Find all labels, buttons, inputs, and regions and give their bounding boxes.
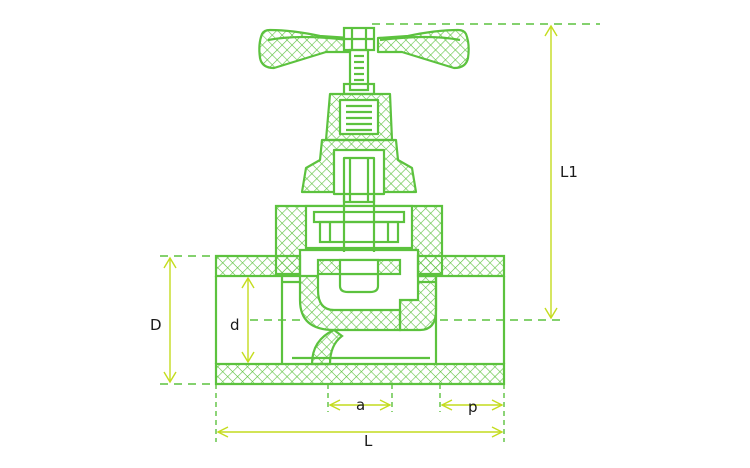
handle-wheel bbox=[258, 28, 470, 70]
valve-disc bbox=[316, 258, 402, 294]
body-flange bbox=[274, 196, 444, 276]
valve-body bbox=[214, 254, 506, 386]
label-L: L bbox=[364, 432, 373, 450]
label-L1: L1 bbox=[560, 163, 578, 181]
label-a: a bbox=[356, 396, 365, 414]
handle-nut bbox=[342, 26, 376, 52]
label-p: p bbox=[468, 398, 478, 416]
label-D: D bbox=[150, 316, 162, 334]
bonnet bbox=[300, 92, 418, 204]
label-d: d bbox=[230, 316, 240, 334]
dimension-lines bbox=[160, 23, 600, 442]
valve-stem bbox=[342, 48, 376, 96]
